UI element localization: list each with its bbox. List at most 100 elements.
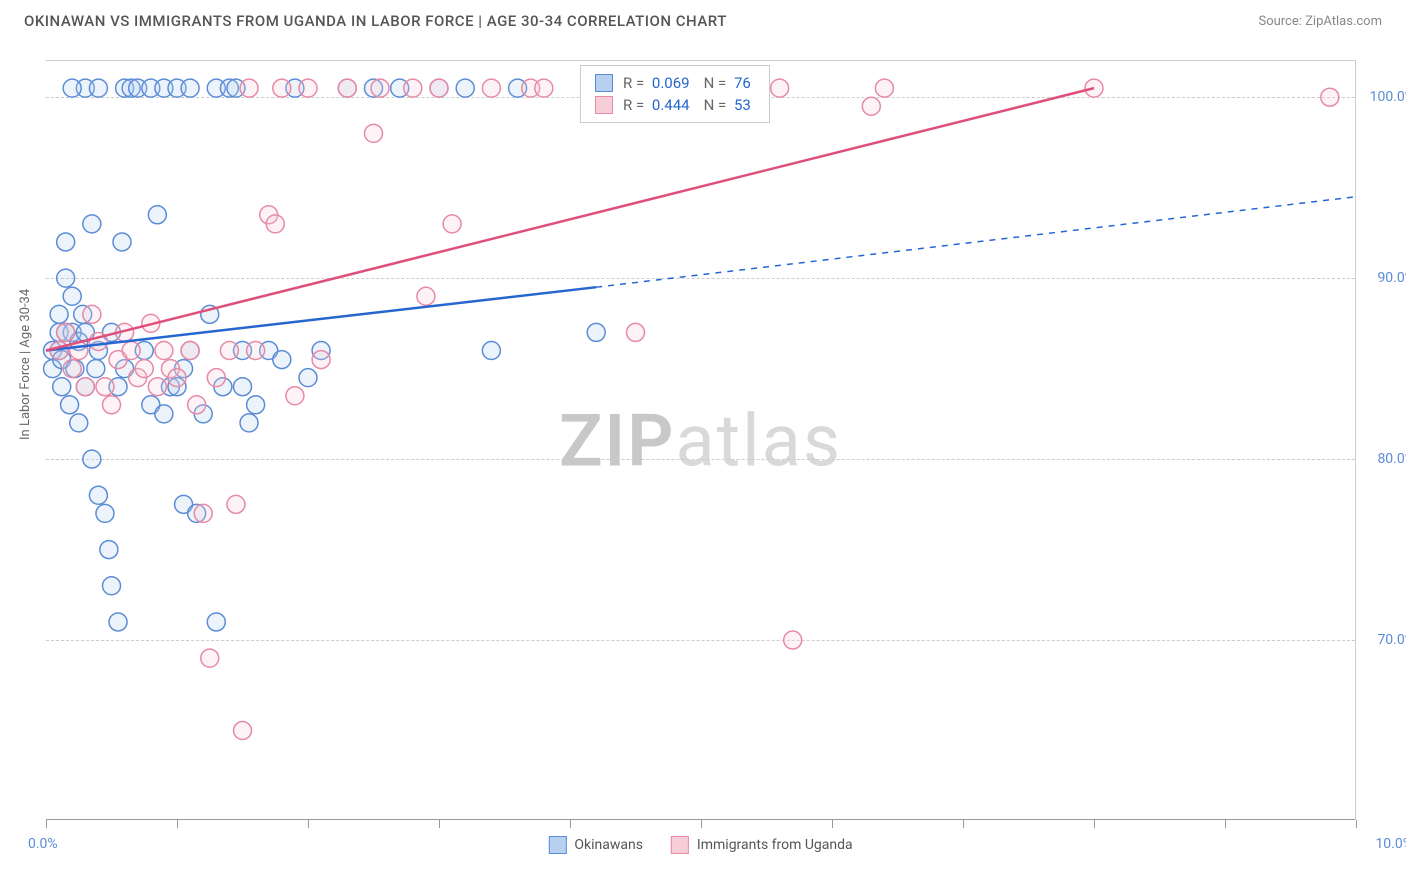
stat-row: R = 0.444 N = 53 bbox=[595, 94, 755, 116]
x-tick bbox=[832, 820, 833, 828]
legend-label: Okinawans bbox=[574, 837, 643, 853]
x-tick bbox=[439, 820, 440, 828]
legend-swatch bbox=[595, 96, 613, 114]
stat-r-label: R = 0.444 bbox=[623, 96, 694, 114]
y-tick-label: 80.0% bbox=[1377, 451, 1406, 467]
data-point bbox=[240, 414, 258, 432]
data-point bbox=[61, 396, 79, 414]
x-axis-min-label: 0.0% bbox=[28, 836, 58, 852]
data-point bbox=[482, 342, 500, 360]
data-point bbox=[1321, 88, 1339, 106]
chart-plot-area: ZIPatlas 70.0%80.0%90.0%100.0% R = 0.069… bbox=[46, 60, 1356, 820]
data-point bbox=[482, 79, 500, 97]
data-point bbox=[247, 396, 265, 414]
data-point bbox=[103, 396, 121, 414]
data-point bbox=[404, 79, 422, 97]
data-point bbox=[443, 215, 461, 233]
x-tick bbox=[1356, 820, 1357, 828]
stat-row: R = 0.069 N = 76 bbox=[595, 72, 755, 94]
x-tick bbox=[1225, 820, 1226, 828]
stat-r-label: R = 0.069 bbox=[623, 74, 694, 92]
data-point bbox=[266, 215, 284, 233]
data-point bbox=[83, 450, 101, 468]
data-point bbox=[220, 342, 238, 360]
data-point bbox=[181, 342, 199, 360]
data-point bbox=[227, 495, 245, 513]
data-point bbox=[627, 323, 645, 341]
data-point bbox=[371, 79, 389, 97]
data-point bbox=[207, 369, 225, 387]
data-point bbox=[96, 504, 114, 522]
data-point bbox=[587, 323, 605, 341]
trend-line-extrapolated bbox=[596, 197, 1356, 287]
data-point bbox=[63, 360, 81, 378]
data-point bbox=[109, 613, 127, 631]
correlation-stats-box: R = 0.069 N = 76 R = 0.444 N = 53 bbox=[580, 65, 770, 123]
data-point bbox=[113, 233, 131, 251]
data-point bbox=[76, 378, 94, 396]
data-point bbox=[53, 378, 71, 396]
data-point bbox=[273, 79, 291, 97]
data-point bbox=[273, 351, 291, 369]
data-point bbox=[122, 342, 140, 360]
legend-item: Okinawans bbox=[548, 836, 643, 854]
x-axis-max-label: 10.0% bbox=[1375, 836, 1406, 852]
x-tick bbox=[963, 820, 964, 828]
data-point bbox=[103, 577, 121, 595]
stat-n-label: N = 76 bbox=[704, 74, 755, 92]
data-point bbox=[234, 378, 252, 396]
stat-n-label: N = 53 bbox=[704, 96, 755, 114]
legend-swatch bbox=[548, 836, 566, 854]
legend-label: Immigrants from Uganda bbox=[697, 837, 853, 853]
data-point bbox=[312, 351, 330, 369]
data-point bbox=[63, 287, 81, 305]
data-point bbox=[57, 233, 75, 251]
data-point bbox=[784, 631, 802, 649]
data-point bbox=[201, 649, 219, 667]
data-point bbox=[155, 342, 173, 360]
y-tick-label: 100.0% bbox=[1370, 89, 1406, 105]
data-point bbox=[299, 79, 317, 97]
data-point bbox=[430, 79, 448, 97]
data-point bbox=[188, 396, 206, 414]
data-point bbox=[57, 323, 75, 341]
y-axis-label: In Labor Force | Age 30-34 bbox=[18, 289, 33, 440]
x-tick bbox=[308, 820, 309, 828]
trend-line bbox=[46, 88, 1094, 350]
legend-item: Immigrants from Uganda bbox=[671, 836, 853, 854]
data-point bbox=[286, 387, 304, 405]
data-point bbox=[63, 79, 81, 97]
data-point bbox=[535, 79, 553, 97]
data-point bbox=[155, 405, 173, 423]
data-point bbox=[70, 414, 88, 432]
legend-swatch bbox=[671, 836, 689, 854]
data-point bbox=[862, 97, 880, 115]
data-point bbox=[168, 369, 186, 387]
data-point bbox=[89, 486, 107, 504]
data-point bbox=[247, 342, 265, 360]
y-tick-label: 70.0% bbox=[1377, 632, 1406, 648]
scatter-plot-svg bbox=[46, 61, 1355, 820]
legend: Okinawans Immigrants from Uganda bbox=[548, 836, 852, 854]
data-point bbox=[148, 206, 166, 224]
data-point bbox=[338, 79, 356, 97]
source-label: Source: ZipAtlas.com bbox=[1258, 14, 1382, 29]
x-tick bbox=[570, 820, 571, 828]
data-point bbox=[1085, 79, 1103, 97]
data-point bbox=[299, 369, 317, 387]
x-tick bbox=[1094, 820, 1095, 828]
data-point bbox=[194, 504, 212, 522]
data-point bbox=[365, 124, 383, 142]
chart-title: OKINAWAN VS IMMIGRANTS FROM UGANDA IN LA… bbox=[24, 12, 727, 30]
data-point bbox=[456, 79, 474, 97]
data-point bbox=[100, 541, 118, 559]
data-point bbox=[89, 79, 107, 97]
data-point bbox=[181, 79, 199, 97]
data-point bbox=[240, 79, 258, 97]
x-tick bbox=[701, 820, 702, 828]
data-point bbox=[83, 305, 101, 323]
data-point bbox=[83, 215, 101, 233]
data-point bbox=[87, 360, 105, 378]
y-tick-label: 90.0% bbox=[1377, 270, 1406, 286]
data-point bbox=[148, 378, 166, 396]
